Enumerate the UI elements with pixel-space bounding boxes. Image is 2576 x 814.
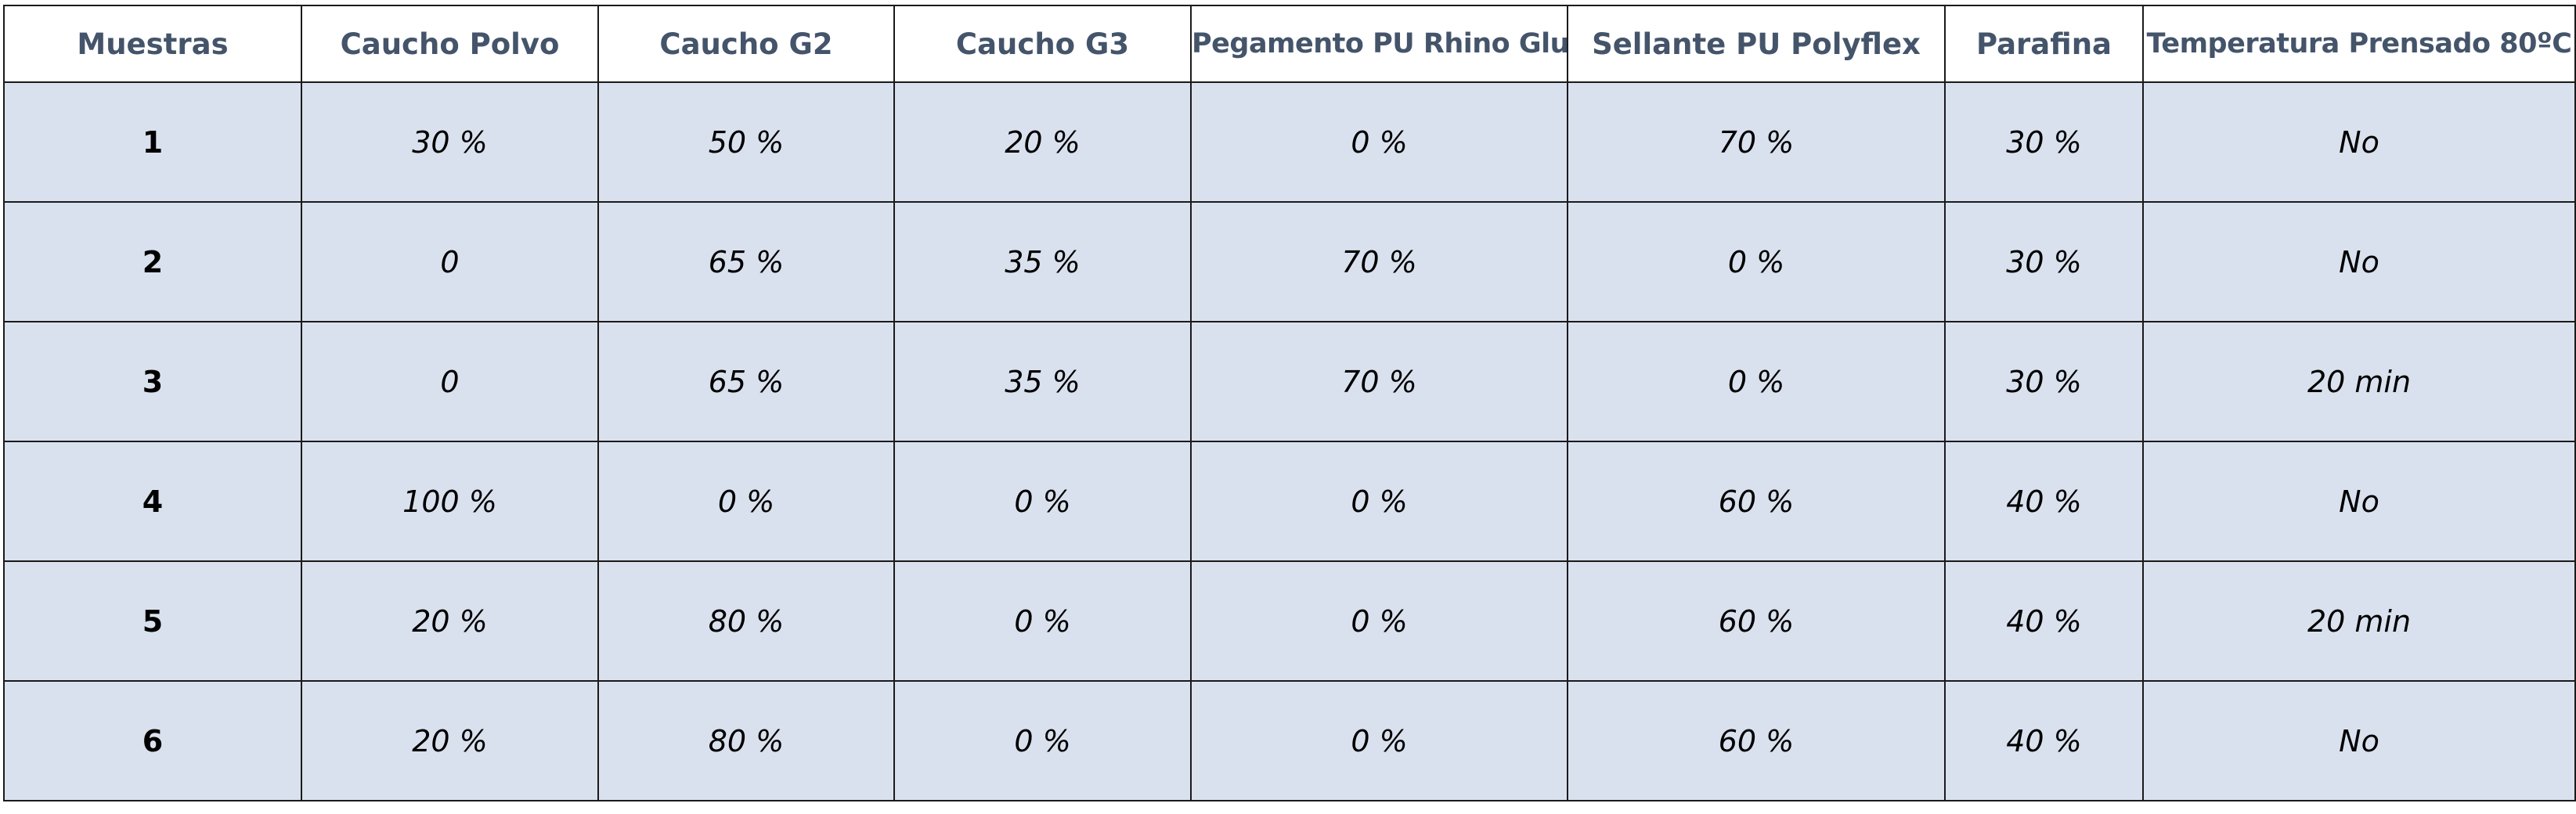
header-row: Muestras Caucho Polvo Caucho G2 Caucho G… <box>3 5 2576 83</box>
cell-muestra: 1 <box>3 81 302 203</box>
cell-sellante-pu: 0 % <box>1567 201 1946 322</box>
cell-pegamento-pu: 0 % <box>1190 560 1568 682</box>
cell-caucho-g3: 20 % <box>893 81 1192 203</box>
cell-caucho-g2: 65 % <box>597 201 895 322</box>
cell-temperatura: 20 min <box>2142 560 2576 682</box>
cell-muestra: 4 <box>3 441 302 562</box>
table-row: 4 100 % 0 % 0 % 0 % 60 % 40 % No <box>3 441 2576 562</box>
cell-caucho-g2: 80 % <box>597 680 895 801</box>
header-caucho-polvo: Caucho Polvo <box>301 5 599 83</box>
cell-muestra: 3 <box>3 321 302 442</box>
cell-pegamento-pu: 0 % <box>1190 680 1568 801</box>
table-row: 3 0 65 % 35 % 70 % 0 % 30 % 20 min <box>3 321 2576 442</box>
cell-temperatura: No <box>2142 680 2576 801</box>
cell-muestra: 5 <box>3 560 302 682</box>
cell-caucho-g2: 80 % <box>597 560 895 682</box>
cell-caucho-g2: 65 % <box>597 321 895 442</box>
header-caucho-g2: Caucho G2 <box>597 5 895 83</box>
table-header: Muestras Caucho Polvo Caucho G2 Caucho G… <box>3 5 2576 83</box>
cell-parafina: 40 % <box>1944 680 2144 801</box>
cell-sellante-pu: 0 % <box>1567 321 1946 442</box>
header-temperatura: Temperatura Prensado 80ºC <box>2142 5 2576 83</box>
cell-muestra: 2 <box>3 201 302 322</box>
cell-caucho-polvo: 20 % <box>301 680 599 801</box>
cell-muestra: 6 <box>3 680 302 801</box>
cell-temperatura: 20 min <box>2142 321 2576 442</box>
cell-temperatura: No <box>2142 81 2576 203</box>
cell-parafina: 30 % <box>1944 321 2144 442</box>
cell-pegamento-pu: 70 % <box>1190 201 1568 322</box>
cell-caucho-g2: 50 % <box>597 81 895 203</box>
header-sellante-pu: Sellante PU Polyflex <box>1567 5 1946 83</box>
cell-caucho-g3: 0 % <box>893 441 1192 562</box>
table-row: 2 0 65 % 35 % 70 % 0 % 30 % No <box>3 201 2576 322</box>
cell-caucho-g3: 35 % <box>893 201 1192 322</box>
table-body: 1 30 % 50 % 20 % 0 % 70 % 30 % No 2 0 65 % 35 % 70 %… <box>3 81 2576 801</box>
table-row: 5 20 % 80 % 0 % 0 % 60 % 40 % 20 min <box>3 560 2576 682</box>
table-row: 1 30 % 50 % 20 % 0 % 70 % 30 % No <box>3 81 2576 203</box>
header-pegamento-pu: Pegamento PU Rhino Glu <box>1190 5 1568 83</box>
cell-temperatura: No <box>2142 441 2576 562</box>
header-parafina: Parafina <box>1944 5 2144 83</box>
cell-sellante-pu: 60 % <box>1567 441 1946 562</box>
cell-caucho-polvo: 0 <box>301 321 599 442</box>
cell-caucho-polvo: 0 <box>301 201 599 322</box>
cell-sellante-pu: 60 % <box>1567 680 1946 801</box>
table-row: 6 20 % 80 % 0 % 0 % 60 % 40 % No <box>3 680 2576 801</box>
cell-caucho-polvo: 30 % <box>301 81 599 203</box>
cell-caucho-g3: 0 % <box>893 560 1192 682</box>
cell-pegamento-pu: 0 % <box>1190 81 1568 203</box>
cell-caucho-g2: 0 % <box>597 441 895 562</box>
cell-pegamento-pu: 0 % <box>1190 441 1568 562</box>
cell-pegamento-pu: 70 % <box>1190 321 1568 442</box>
cell-parafina: 40 % <box>1944 441 2144 562</box>
cell-caucho-g3: 35 % <box>893 321 1192 442</box>
cell-parafina: 30 % <box>1944 81 2144 203</box>
cell-caucho-polvo: 100 % <box>301 441 599 562</box>
cell-temperatura: No <box>2142 201 2576 322</box>
cell-parafina: 40 % <box>1944 560 2144 682</box>
samples-table: Muestras Caucho Polvo Caucho G2 Caucho G… <box>3 5 2576 801</box>
cell-sellante-pu: 60 % <box>1567 560 1946 682</box>
cell-parafina: 30 % <box>1944 201 2144 322</box>
header-caucho-g3: Caucho G3 <box>893 5 1192 83</box>
cell-sellante-pu: 70 % <box>1567 81 1946 203</box>
header-muestras: Muestras <box>3 5 302 83</box>
cell-caucho-polvo: 20 % <box>301 560 599 682</box>
cell-caucho-g3: 0 % <box>893 680 1192 801</box>
